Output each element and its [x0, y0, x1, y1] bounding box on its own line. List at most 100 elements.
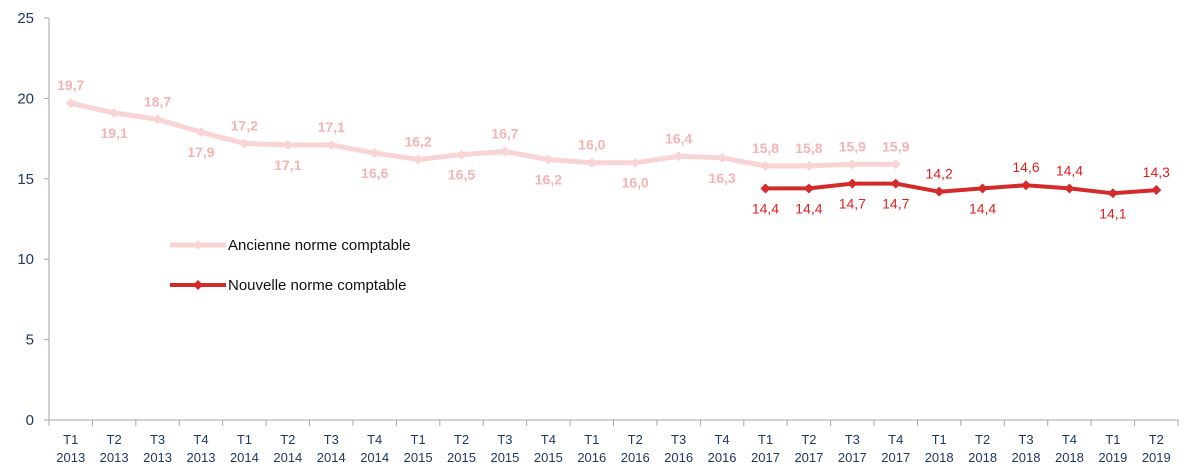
data-point-marker: [1151, 185, 1162, 196]
data-point-marker: [1021, 180, 1032, 191]
x-tick-label: T2 2015: [447, 432, 476, 465]
data-label: 17,1: [318, 119, 345, 135]
data-point-marker: [326, 140, 337, 151]
x-tick-label-year: 2017: [881, 450, 910, 465]
x-tick-label: T3 2015: [490, 432, 519, 465]
x-tick-label-quarter: T1: [411, 432, 426, 447]
x-tick-label: T3 2016: [664, 432, 693, 465]
data-label: 15,8: [752, 140, 779, 156]
x-tick-label: T4 2015: [534, 432, 563, 465]
x-tick-label: T4 2016: [708, 432, 737, 465]
data-label: 14,2: [926, 166, 953, 182]
x-tick-label-quarter: T4: [193, 432, 208, 447]
data-label: 14,4: [795, 200, 822, 216]
data-label: 16,3: [708, 170, 735, 186]
data-label: 18,7: [144, 93, 171, 109]
y-tick-label: 25: [17, 10, 34, 27]
data-label: 16,6: [361, 165, 388, 181]
data-point-marker: [369, 148, 380, 159]
data-point-marker: [760, 183, 771, 194]
x-tick-label-quarter: T2: [280, 432, 295, 447]
x-tick-label: T2 2019: [1142, 432, 1171, 465]
x-tick-label: T1 2014: [230, 432, 259, 465]
data-label: 15,9: [882, 138, 909, 154]
x-tick-label-year: 2019: [1142, 450, 1171, 465]
x-tick-label: T2 2016: [621, 432, 650, 465]
legend-item-old: Ancienne norme comptable: [170, 237, 411, 254]
data-label: 16,7: [491, 125, 518, 141]
x-tick-label-quarter: T1: [932, 432, 947, 447]
x-tick-label-year: 2015: [490, 450, 519, 465]
data-label: 15,8: [795, 140, 822, 156]
x-tick-label-year: 2016: [664, 450, 693, 465]
x-tick-label-quarter: T4: [541, 432, 556, 447]
data-point-marker: [673, 151, 684, 162]
legend-swatch-old-marker: [193, 240, 203, 250]
series-line-1: [763, 181, 1159, 196]
y-tick-label: 15: [17, 171, 34, 188]
data-point-marker: [977, 183, 988, 194]
x-tick-label-quarter: T1: [1105, 432, 1120, 447]
x-tick-label-year: 2013: [187, 450, 216, 465]
x-tick-label: T4 2014: [360, 432, 389, 465]
x-tick-label: T4 2017: [881, 432, 910, 465]
legend-swatch-new-marker: [193, 280, 203, 290]
x-tick-label: T1 2018: [925, 432, 954, 465]
x-tick-label-quarter: T4: [714, 432, 729, 447]
x-tick-label-quarter: T2: [628, 432, 643, 447]
data-point-marker: [152, 114, 163, 125]
x-tick-label: T4 2018: [1055, 432, 1084, 465]
data-label: 14,4: [752, 200, 779, 216]
x-tick-label-quarter: T3: [150, 432, 165, 447]
data-label: 15,9: [839, 138, 866, 154]
legend-label-new: Nouvelle norme comptable: [228, 277, 406, 294]
x-tick-label-year: 2014: [360, 450, 389, 465]
x-tick-label-quarter: T3: [497, 432, 512, 447]
data-point-marker: [760, 160, 771, 171]
data-point-marker: [195, 127, 206, 138]
x-tick-label-year: 2014: [273, 450, 302, 465]
x-tick-label-quarter: T4: [888, 432, 903, 447]
x-tick-label-year: 2018: [1055, 450, 1084, 465]
x-tick-label-year: 2017: [794, 450, 823, 465]
data-label: 17,2: [231, 117, 258, 133]
x-tick-label-quarter: T2: [454, 432, 469, 447]
axes: 0 5 10 15 20 25 T1 2013 T2 2013 T3 2013 T4 2013 T1 2014…: [17, 10, 1179, 465]
series-line-0: [68, 100, 899, 169]
x-tick-label: T3 2017: [838, 432, 867, 465]
data-label: 14,7: [882, 196, 909, 212]
x-tick-label: T1 2015: [404, 432, 433, 465]
x-tick-label-year: 2019: [1098, 450, 1127, 465]
data-point-marker: [586, 157, 597, 168]
x-tick-label: T3 2014: [317, 432, 346, 465]
x-tick-label-year: 2016: [708, 450, 737, 465]
data-labels: 19,7 19,1 18,7 17,9 17,2 17,1 17,1 16,6 16,2 16,5…: [57, 77, 1170, 221]
x-tick-label-quarter: T2: [801, 432, 816, 447]
x-tick-label-year: 2018: [1012, 450, 1041, 465]
x-tick-label: T4 2013: [187, 432, 216, 465]
x-tick-label: T1 2017: [751, 432, 780, 465]
x-tick-label-year: 2014: [230, 450, 259, 465]
data-label: 19,1: [101, 125, 128, 141]
legend-item-new: Nouvelle norme comptable: [170, 277, 406, 294]
data-point-marker: [630, 157, 641, 168]
x-tick-label: T3 2018: [1012, 432, 1041, 465]
x-tick-label-quarter: T1: [237, 432, 252, 447]
x-tick-label: T1 2019: [1098, 432, 1127, 465]
x-tick-label-year: 2017: [838, 450, 867, 465]
x-tick-label: T1 2013: [56, 432, 85, 465]
data-point-marker: [847, 159, 858, 170]
x-tick-label-year: 2014: [317, 450, 346, 465]
x-tick-label-quarter: T1: [758, 432, 773, 447]
y-tick-label: 0: [26, 412, 34, 429]
data-label: 16,0: [578, 137, 605, 153]
data-point-marker: [65, 98, 76, 109]
y-tick-label: 5: [26, 332, 34, 349]
data-label: 14,6: [1012, 159, 1039, 175]
data-point-marker: [499, 146, 510, 157]
x-tick-label-quarter: T1: [584, 432, 599, 447]
data-label: 14,4: [969, 200, 996, 216]
data-label: 14,3: [1143, 164, 1170, 180]
